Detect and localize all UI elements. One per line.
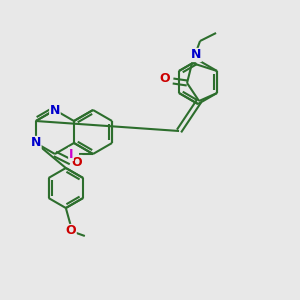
Text: N: N (191, 49, 201, 62)
Text: O: O (72, 155, 82, 169)
Text: O: O (160, 73, 170, 85)
Text: I: I (69, 148, 73, 160)
Text: N: N (31, 136, 41, 149)
Text: N: N (50, 103, 60, 116)
Text: O: O (65, 224, 76, 238)
